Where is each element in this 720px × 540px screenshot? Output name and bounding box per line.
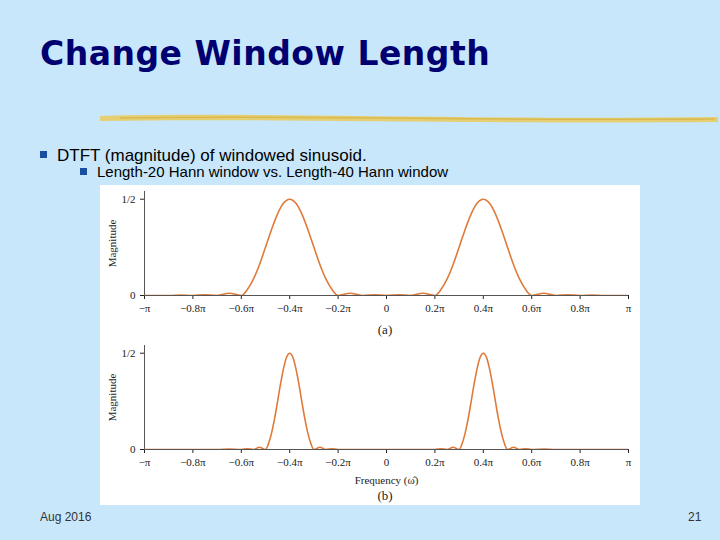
svg-text:Frequency (ω̂): Frequency (ω̂) [355, 474, 419, 487]
svg-text:1/2: 1/2 [121, 347, 135, 359]
svg-text:−0.6π: −0.6π [229, 302, 255, 314]
svg-text:1/2: 1/2 [121, 193, 135, 205]
svg-text:−0.8π: −0.8π [180, 456, 206, 468]
svg-text:0.2π: 0.2π [425, 456, 445, 468]
svg-text:Magnitude: Magnitude [106, 374, 118, 422]
svg-text:0.4π: 0.4π [474, 456, 494, 468]
svg-text:−π: −π [139, 456, 151, 468]
svg-text:−π: −π [139, 302, 151, 314]
svg-text:π: π [626, 456, 632, 468]
svg-text:Magnitude: Magnitude [106, 220, 118, 268]
svg-text:0: 0 [130, 289, 136, 301]
svg-text:π: π [626, 302, 632, 314]
svg-text:−0.4π: −0.4π [277, 456, 303, 468]
svg-text:0.4π: 0.4π [474, 302, 494, 314]
html-text:DTFT (magnitude) of windowed s: DTFT (magnitude) of windowed sinusoid. [57, 146, 367, 165]
svg-text:0.8π: 0.8π [570, 456, 590, 468]
svg-text:−0.6π: −0.6π [229, 456, 255, 468]
svg-text:0: 0 [130, 443, 136, 455]
svg-text:−0.2π: −0.2π [325, 302, 351, 314]
html-text:(b): (b) [377, 488, 393, 503]
svg-text:0: 0 [384, 302, 390, 314]
html-text:Change Window Length: Change Window Length [40, 34, 491, 73]
svg-text:−0.4π: −0.4π [277, 302, 303, 314]
svg-text:0.6π: 0.6π [522, 302, 542, 314]
svg-text:0.6π: 0.6π [522, 456, 542, 468]
svg-text:0: 0 [384, 456, 390, 468]
svg-text:−0.2π: −0.2π [325, 456, 351, 468]
svg-text:0.2π: 0.2π [425, 302, 445, 314]
svg-text:−0.8π: −0.8π [180, 302, 206, 314]
html-text:21: 21 [688, 510, 702, 524]
html-text:(a): (a) [377, 322, 393, 337]
html-text:Length-20 Hann window vs. Leng: Length-20 Hann window vs. Length-40 Hann… [97, 163, 449, 180]
svg-text:0.8π: 0.8π [570, 302, 590, 314]
html-text:Aug 2016: Aug 2016 [40, 510, 92, 524]
